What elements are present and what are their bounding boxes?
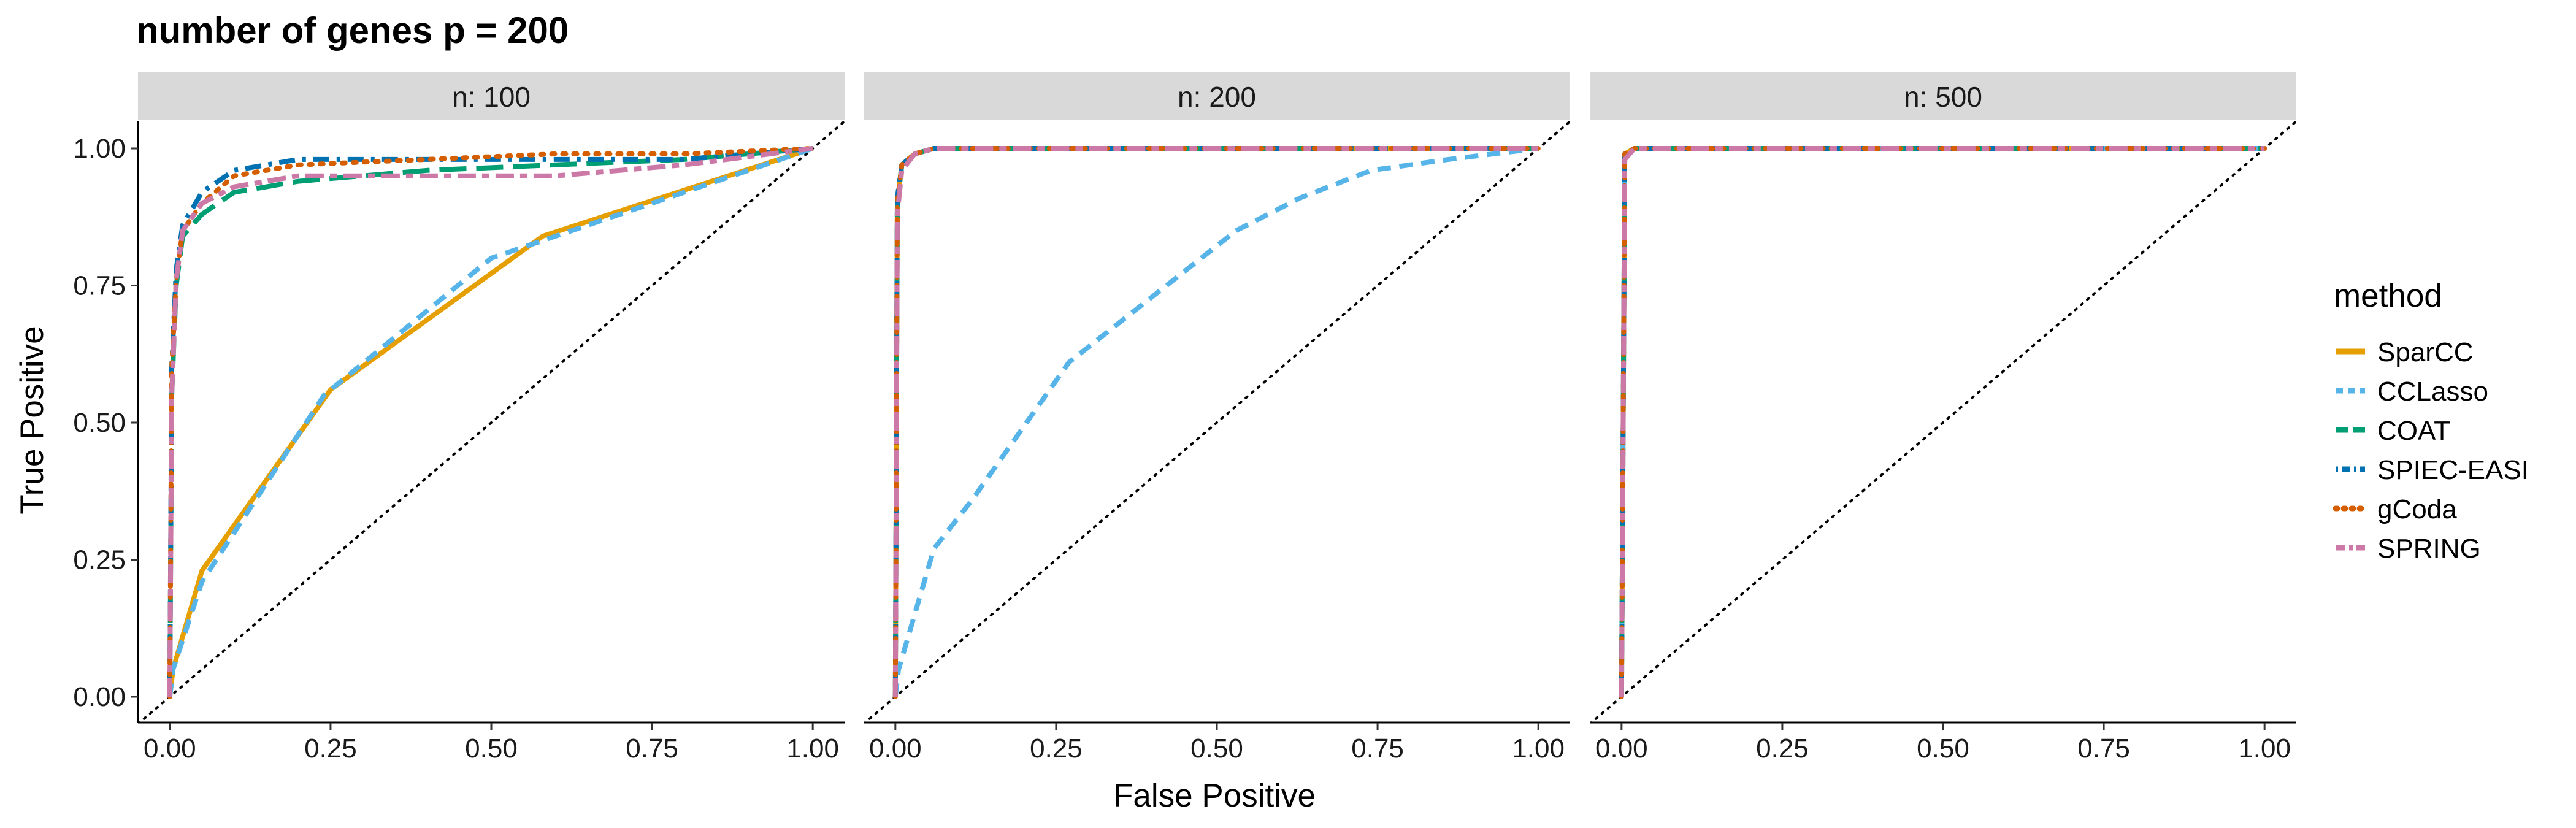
x-axis-label: False Positive	[1113, 778, 1316, 814]
series-line-spring	[167, 146, 813, 697]
series-line-spring	[892, 146, 1539, 697]
facet-panel-n-100: n: 100 0.00 0.25 0.50 0.75 1.00 0.00 0.25 0.50 0.…	[73, 72, 845, 764]
x-tick-label: 0.00	[1595, 734, 1648, 764]
legend-label-cclasso: CCLasso	[2377, 377, 2488, 407]
facet-panel-n-500: n: 500 0.00 0.25 0.50 0.75 1.00	[1590, 72, 2296, 764]
y-axis-label: True Positive	[14, 326, 50, 514]
facet-strip-label: n: 500	[1904, 81, 1982, 113]
x-tick-label: 0.00	[869, 734, 922, 764]
diagonal-reference-line	[1590, 121, 2296, 723]
facet-panels: n: 100 0.00 0.25 0.50 0.75 1.00 0.00 0.25 0.50 0.…	[73, 72, 2296, 764]
legend-label-gcoda: gCoda	[2377, 494, 2457, 524]
x-tick-label: 0.75	[1351, 734, 1404, 764]
x-tick-label: 0.25	[1030, 734, 1083, 764]
legend-label-coat: COAT	[2377, 416, 2450, 446]
series-line-cclasso	[892, 146, 1539, 697]
facet-strip-label: n: 100	[452, 81, 531, 113]
x-tick-label: 0.75	[2077, 734, 2130, 764]
facet-panel-n-200: n: 200 0.00 0.25 0.50 0.75 1.00	[864, 72, 1570, 764]
series-line-gcoda	[1619, 146, 2267, 699]
x-tick-label: 0.25	[1756, 734, 1809, 764]
facet-strip-background	[1590, 72, 2296, 120]
facet-strip-background	[864, 72, 1570, 120]
diagonal-reference-line	[138, 121, 845, 723]
plot-area	[138, 121, 845, 723]
x-tick-label: 0.00	[144, 734, 196, 764]
legend: method SparCC CCLasso COAT SPIEC-EASI gCoda S…	[2333, 278, 2529, 564]
facet-strip-background	[138, 72, 845, 120]
series-line-cclasso	[167, 146, 814, 697]
x-tick-label: 1.00	[1512, 734, 1565, 764]
y-tick-label: 0.75	[73, 271, 126, 301]
x-tick-label: 0.50	[465, 734, 518, 764]
x-tick-label: 0.50	[1190, 734, 1243, 764]
y-tick-label: 0.00	[73, 682, 126, 712]
y-tick-label: 0.50	[73, 408, 126, 438]
legend-label-spring: SPRING	[2377, 534, 2481, 564]
legend-title: method	[2334, 278, 2442, 314]
series-line-spring	[1619, 146, 2265, 697]
legend-label-sparcc: SparCC	[2377, 337, 2474, 367]
x-tick-label: 1.00	[786, 734, 839, 764]
chart-title: number of genes p = 200	[136, 10, 569, 51]
plot-area	[1590, 121, 2296, 723]
facet-strip-label: n: 200	[1178, 81, 1256, 113]
y-tick-label: 1.00	[73, 134, 126, 164]
x-tick-label: 0.25	[304, 734, 357, 764]
legend-label-spiec-easi: SPIEC-EASI	[2377, 455, 2529, 485]
y-tick-label: 0.25	[73, 545, 126, 575]
x-tick-label: 1.00	[2238, 734, 2291, 764]
diagonal-reference-line	[864, 121, 1570, 723]
x-tick-label: 0.75	[626, 734, 678, 764]
plot-area	[864, 121, 1570, 723]
x-tick-label: 0.50	[1917, 734, 1969, 764]
